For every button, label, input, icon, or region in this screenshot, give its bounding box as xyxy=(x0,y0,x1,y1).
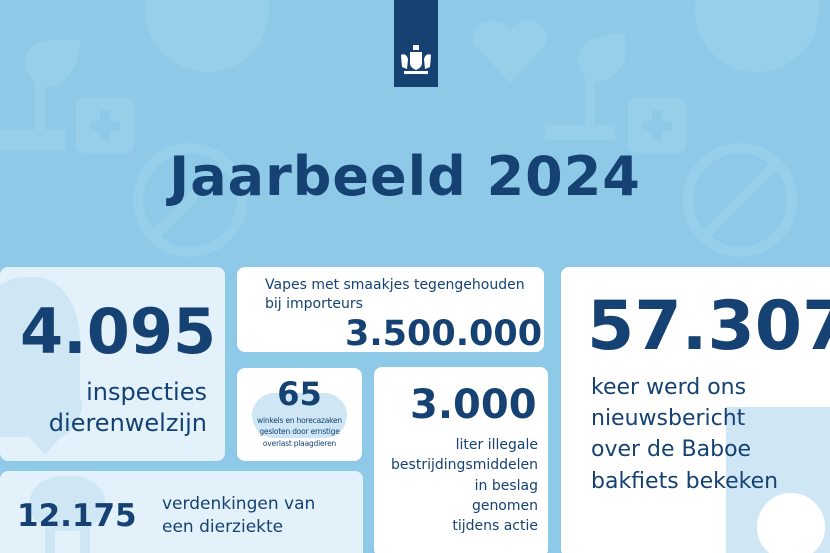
no-alcohol-icon xyxy=(133,143,247,257)
sheep-icon xyxy=(30,476,105,531)
first-aid-icon xyxy=(76,98,134,153)
heart-icon xyxy=(473,20,547,83)
coat-of-arms-icon xyxy=(401,45,431,74)
stat-value: 4.095 xyxy=(20,295,217,368)
stat-value: 65 xyxy=(277,375,322,413)
page-title: Jaarbeeld 2024 xyxy=(169,145,641,208)
stat-card-nieuwsbericht: 57.307 keer werd ons nieuwsbericht over … xyxy=(561,267,830,553)
stat-card-winkels: 65 winkels en horecazaken gesloten door … xyxy=(237,368,362,461)
stat-card-inspecties: 4.095 inspecties dierenwelzijn xyxy=(0,267,225,461)
stat-value: 3.500.000 xyxy=(345,314,543,352)
first-aid-icon xyxy=(628,98,686,153)
stat-label: verdenkingen van een dierziekte xyxy=(162,494,316,537)
no-alcohol-icon xyxy=(683,143,797,257)
sheep-leg xyxy=(45,526,55,553)
plant-icon xyxy=(0,39,80,150)
stat-value: 3.000 xyxy=(410,382,537,428)
stat-label: Vapes met smaakjes tegengehouden bij imp… xyxy=(265,277,525,312)
stat-label: keer werd ons nieuwsbericht over de Babo… xyxy=(591,375,779,494)
sheep-leg xyxy=(80,526,90,553)
stat-card-verdenkingen: 12.175 verdenkingen van een dierziekte xyxy=(0,471,363,553)
hand-leaf-icon xyxy=(145,0,269,72)
stat-card-liter: 3.000 liter illegale bestrijdingsmiddele… xyxy=(374,367,548,553)
wheel-icon xyxy=(741,477,830,553)
hand-leaf-icon xyxy=(695,0,819,72)
rijksoverheid-logo xyxy=(394,0,438,87)
stat-card-vapes: Vapes met smaakjes tegengehouden bij imp… xyxy=(237,267,544,352)
heart-icon xyxy=(8,388,82,455)
stat-label: winkels en horecazaken gesloten door ern… xyxy=(257,416,342,448)
stat-value: 12.175 xyxy=(17,498,137,534)
stat-value: 57.307 xyxy=(587,287,830,366)
stat-label: liter illegale bestrijdingsmiddelen in b… xyxy=(391,437,538,535)
cloud-icon xyxy=(252,393,347,438)
stat-label: inspecties dierenwelzijn xyxy=(48,378,207,438)
plant-icon xyxy=(545,34,625,140)
